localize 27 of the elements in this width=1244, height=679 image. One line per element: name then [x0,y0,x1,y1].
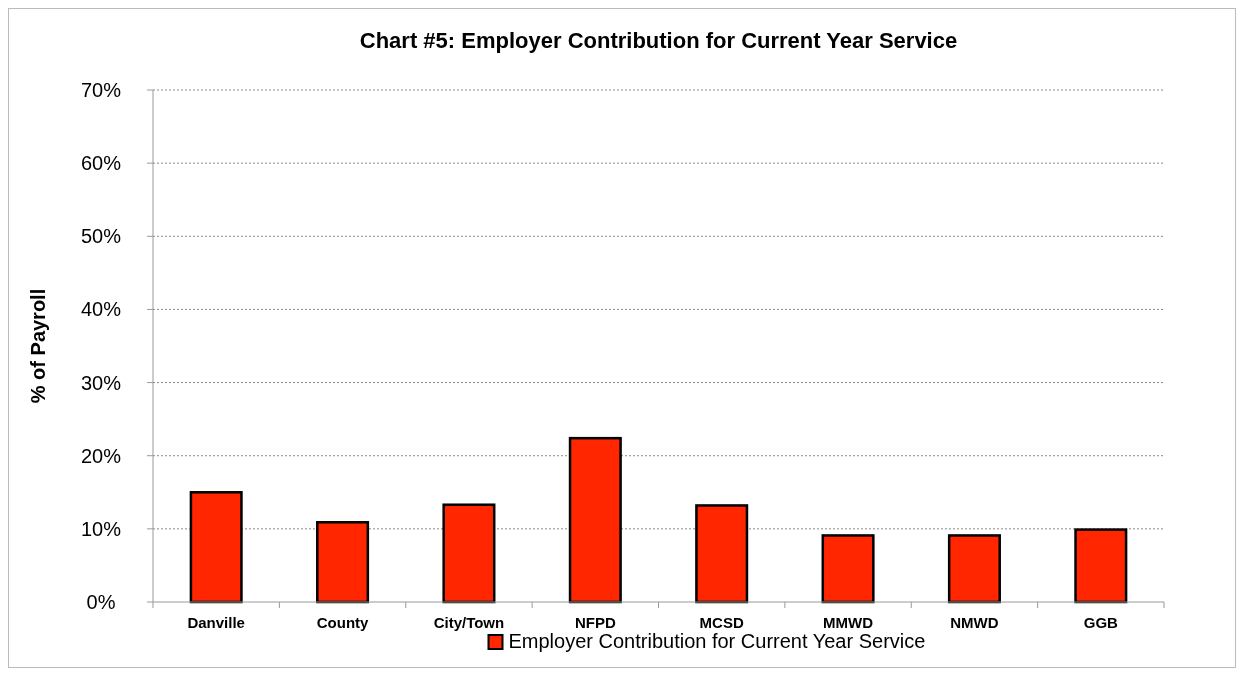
y-tick-label: 10% [80,517,122,540]
bar [821,534,875,604]
legend-label: Employer Contribution for Current Year Service [508,630,926,652]
x-tick-label: County [316,614,370,631]
bar [316,521,370,604]
bar [568,436,622,604]
y-tick-label: 70% [80,79,122,101]
x-tick-label: MMWD [823,614,874,631]
bar [695,504,749,604]
y-tick-label: 20% [80,444,122,467]
y-tick-label: 50% [80,225,122,248]
x-tick-label: City/Town [433,614,505,631]
y-axis-title: % of Payroll [27,288,49,404]
x-tick-label: Danville [187,614,245,631]
x-tick-label: GGB [1083,614,1119,631]
chart-title: Chart #5: Employer Contribution for Current Year Service [359,28,958,53]
x-tick-label: NFPD [574,614,616,631]
x-tick-label: NMWD [950,614,999,631]
y-tick-label: 60% [80,152,122,175]
y-tick-label: 40% [80,298,122,321]
x-tick-label: MCSD [699,614,744,631]
y-tick-label: 30% [80,371,122,394]
bar [442,503,496,604]
y-tick-label: 0% [86,591,116,613]
bar [1074,528,1128,604]
bar [189,491,243,604]
bar [947,534,1001,604]
